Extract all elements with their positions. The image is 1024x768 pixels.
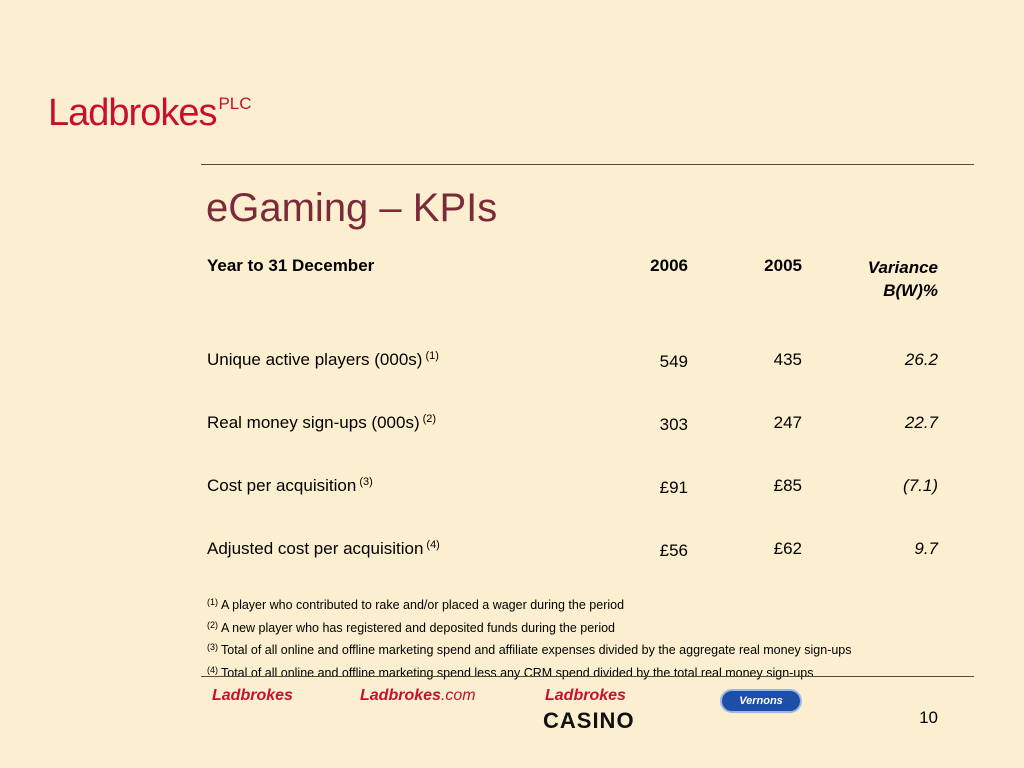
row-2006-value: £91 — [659, 478, 688, 497]
row-2006-value: £56 — [659, 541, 688, 560]
row-2006-value: 303 — [659, 415, 688, 434]
page-number: 10 — [919, 708, 938, 727]
table-row: Unique active players (000s) (1) 549 435 … — [0, 350, 1024, 380]
ladbrokes-com-main: Ladbrokes — [360, 687, 441, 704]
ladbrokes-plc-logo: Ladbrokes PLC — [48, 92, 252, 135]
table-header-2005: 2005 — [764, 256, 802, 275]
ladbrokes-casino-logo-top: Ladbrokes — [545, 687, 626, 704]
footnote-mark: (3) — [207, 642, 218, 652]
logo-brand: Ladbrokes — [48, 92, 217, 134]
row-note-mark: (4) — [426, 539, 440, 551]
row-note-mark: (2) — [422, 413, 437, 425]
row-2005-value: £85 — [773, 476, 802, 495]
row-variance-value: (7.1) — [903, 476, 938, 495]
row-variance-value: 26.2 — [904, 350, 938, 369]
bottom-divider — [201, 676, 974, 677]
table-row: Real money sign-ups (000s) (2) 303 247 22… — [0, 413, 1024, 443]
row-2005-value: 247 — [773, 413, 802, 432]
top-divider — [201, 164, 974, 165]
footnote-text: Total of all online and offline marketin… — [221, 665, 814, 680]
footnotes: (1) A player who contributed to rake and/… — [207, 593, 852, 683]
ladbrokes-com-logo: Ladbrokes.com — [360, 687, 476, 705]
footnote-text: A new player who has registered and depo… — [221, 620, 616, 635]
row-label: Adjusted cost per acquisition — [207, 539, 424, 558]
footnote-text: Total of all online and offline marketin… — [221, 643, 852, 657]
table-row: Cost per acquisition (3) £91 £85 (7.1) — [0, 476, 1024, 506]
row-2006-value: 549 — [659, 352, 688, 371]
logo-suffix: PLC — [218, 94, 252, 113]
row-label: Unique active players (000s) — [207, 350, 423, 369]
footnote: (2) A new player who has registered and d… — [207, 616, 852, 639]
row-label-cell: Cost per acquisition (3) — [207, 476, 373, 496]
footnote-mark: (2) — [207, 619, 218, 630]
ladbrokes-com-suffix: .com — [440, 687, 476, 704]
row-label: Real money sign-ups (000s) — [207, 413, 420, 432]
variance-header-line1: Variance — [867, 258, 938, 277]
footnote-mark: (1) — [207, 597, 218, 607]
footnote: (3) Total of all online and offline marke… — [207, 638, 852, 661]
row-2005-value: 435 — [773, 350, 802, 369]
row-2005-value: £62 — [773, 539, 802, 558]
table-header-label: Year to 31 December — [207, 256, 375, 275]
row-label-cell: Unique active players (000s) (1) — [207, 350, 439, 370]
table-header-2006: 2006 — [650, 256, 688, 275]
row-label-cell: Adjusted cost per acquisition (4) — [207, 539, 440, 559]
table-header-variance: Variance B(W)% — [800, 256, 938, 302]
variance-header-line2: B(W)% — [883, 281, 938, 300]
row-label: Cost per acquisition — [207, 476, 357, 495]
footnote-mark: (4) — [207, 664, 218, 675]
slide-title: eGaming – KPIs — [206, 186, 498, 230]
row-label-cell: Real money sign-ups (000s) (2) — [207, 413, 436, 433]
footnote-text: A player who contributed to rake and/or … — [221, 598, 625, 612]
row-variance-value: 22.7 — [904, 413, 938, 432]
ladbrokes-logo: Ladbrokes — [212, 687, 293, 704]
vernons-logo: Vernons — [720, 689, 802, 713]
footnote: (1) A player who contributed to rake and/… — [207, 593, 852, 616]
casino-logo-text: CASINO — [543, 708, 635, 733]
table-row: Adjusted cost per acquisition (4) £56 £62… — [0, 539, 1024, 569]
row-variance-value: 9.7 — [914, 539, 938, 558]
row-note-mark: (3) — [359, 476, 373, 488]
footnote: (4) Total of all online and offline marke… — [207, 661, 852, 684]
row-note-mark: (1) — [425, 350, 439, 362]
